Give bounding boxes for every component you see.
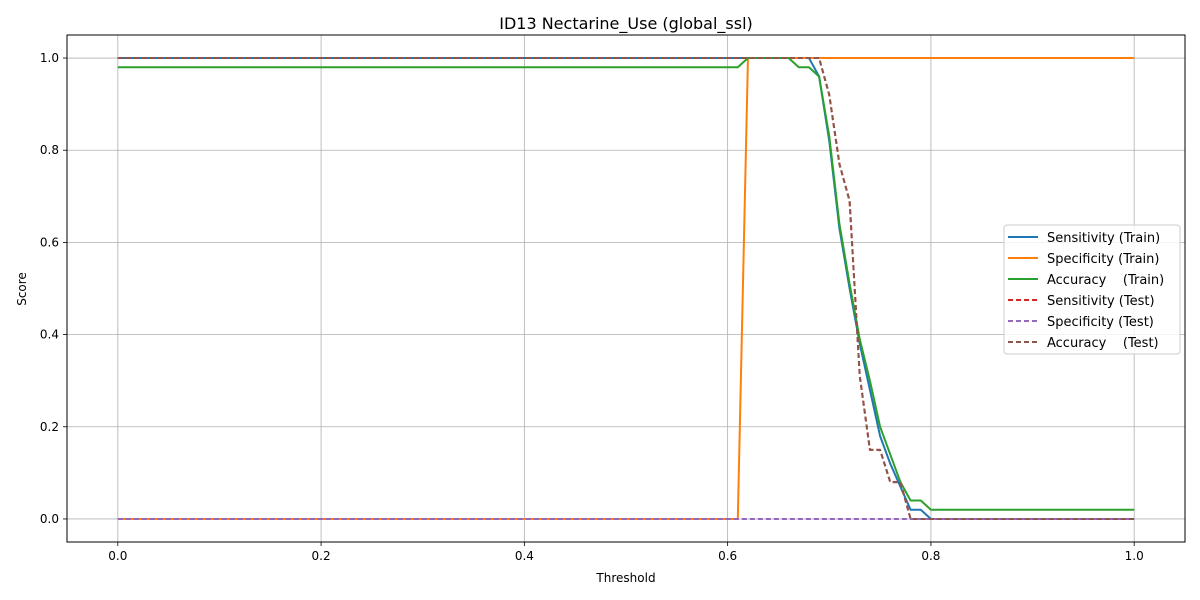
y-axis-ticks: 0.0 0.2 0.4 0.6 0.8 1.0	[40, 51, 67, 526]
x-tick-label: 1.0	[1125, 549, 1144, 563]
legend-label-5: Accuracy (Test)	[1047, 336, 1159, 351]
legend-label-4: Specificity (Test)	[1047, 315, 1154, 330]
plot-frame	[66, 34, 1186, 543]
legend-box	[1003, 224, 1181, 355]
legend-label-3: Sensitivity (Test)	[1047, 294, 1155, 309]
chart-title: ID13 Nectarine_Use (global_ssl)	[499, 14, 753, 34]
x-tick-label: 0.6	[718, 549, 737, 563]
x-axis-ticks: 0.0 0.2 0.4 0.6 0.8 1.0	[108, 542, 1144, 563]
y-tick-label: 1.0	[40, 51, 59, 65]
x-tick-label: 0.4	[515, 549, 534, 563]
x-axis-label: Threshold	[595, 571, 655, 585]
x-tick-label: 0.8	[921, 549, 940, 563]
x-tick-label: 0.0	[108, 549, 127, 563]
legend-label-1: Specificity (Train)	[1047, 252, 1159, 267]
y-tick-label: 0.4	[40, 328, 59, 342]
series-line-5	[117, 57, 1135, 520]
legend-label-0: Sensitivity (Train)	[1047, 231, 1160, 246]
series-line-2	[117, 57, 1135, 511]
legend-label-2: Accuracy (Train)	[1047, 273, 1164, 288]
y-tick-label: 0.6	[40, 235, 59, 249]
y-tick-label: 0.2	[40, 420, 59, 434]
y-axis-label: Score	[15, 272, 29, 306]
y-tick-label: 0.8	[40, 143, 59, 157]
legend: Sensitivity (Train) Specificity (Train) Ac…	[1003, 224, 1181, 355]
series-lines	[117, 57, 1135, 520]
series-line-1	[117, 57, 1135, 520]
x-tick-label: 0.2	[312, 549, 331, 563]
y-tick-label: 0.0	[40, 512, 59, 526]
